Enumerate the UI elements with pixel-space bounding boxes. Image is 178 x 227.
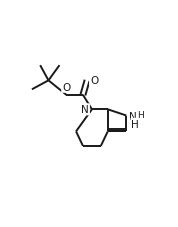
Text: H: H xyxy=(132,119,139,129)
Text: O: O xyxy=(62,82,70,92)
Text: N: N xyxy=(129,111,137,121)
Text: H: H xyxy=(137,111,143,120)
Text: N: N xyxy=(81,105,89,115)
Text: O: O xyxy=(90,76,98,86)
